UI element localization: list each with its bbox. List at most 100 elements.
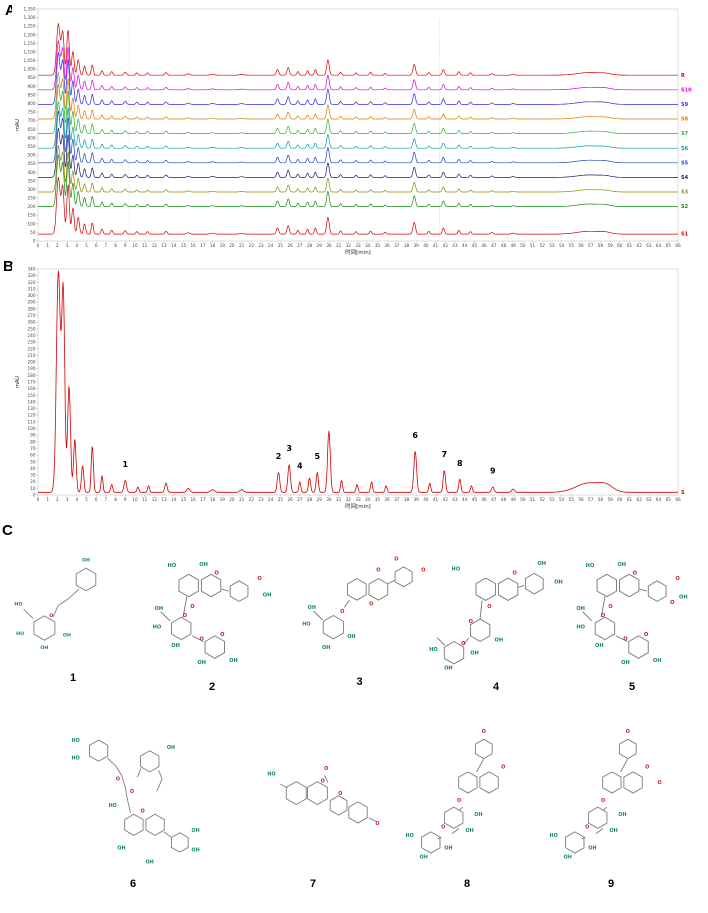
svg-text:OH: OH [322,645,330,651]
svg-text:500: 500 [28,153,36,158]
svg-text:53: 53 [549,497,555,502]
svg-text:1: 1 [122,460,128,469]
svg-text:OH: OH [466,828,474,834]
structure-5-label: 5 [628,681,636,693]
svg-text:O: O [369,602,373,608]
svg-text:46: 46 [481,497,487,502]
svg-text:24: 24 [268,497,274,502]
svg-text:56: 56 [578,243,584,248]
svg-text:330: 330 [28,273,36,278]
svg-text:49: 49 [510,497,516,502]
svg-text:OH: OH [554,580,563,586]
structure-4-drawing: OH OH HO O O O O HO OH OH OH [429,561,563,672]
svg-text:48: 48 [501,243,507,248]
structure-7-label: 7 [309,878,317,890]
svg-text:16: 16 [190,243,196,248]
structure-8-drawing: O O O O HO OH OH OH OH [406,729,506,860]
svg-text:O: O [461,641,466,647]
svg-text:28: 28 [307,243,313,248]
svg-text:120: 120 [28,413,36,418]
svg-text:OH: OH [444,846,452,852]
svg-text:OH: OH [618,812,626,818]
svg-text:25: 25 [278,497,284,502]
svg-text:26: 26 [287,243,293,248]
structure-9-label: 9 [607,878,615,890]
panel-b-chromatogram: 0 1 2 3 4 5 6 7 8 9 10 11 12 13 14 15 16 17 18 19 20 21 22 23 24… [12,264,704,516]
svg-text:HO: HO [109,803,117,809]
svg-text:22: 22 [249,497,255,502]
svg-text:63: 63 [646,243,652,248]
svg-text:O: O [421,567,425,573]
svg-text:5: 5 [85,243,88,248]
svg-text:OH: OH [229,658,238,664]
svg-text:1,200: 1,200 [24,32,36,37]
svg-text:43: 43 [452,243,458,248]
svg-text:S3: S3 [681,190,689,196]
svg-text:27: 27 [297,497,303,502]
svg-text:OH: OH [588,846,596,852]
svg-text:O: O [338,791,342,797]
svg-text:14: 14 [171,243,177,248]
svg-text:14: 14 [171,497,177,502]
svg-text:2: 2 [276,452,282,461]
svg-text:59: 59 [607,243,613,248]
svg-text:32: 32 [346,497,352,502]
svg-text:220: 220 [28,346,36,351]
svg-text:O: O [130,789,134,795]
svg-text:7: 7 [105,243,108,248]
svg-text:1,350: 1,350 [24,7,36,12]
svg-text:1,150: 1,150 [24,41,36,46]
svg-text:55: 55 [569,497,575,502]
svg-text:200: 200 [28,360,36,365]
svg-text:O: O [657,780,661,786]
svg-text:O: O [608,604,613,610]
svg-text:53: 53 [549,243,555,248]
svg-text:OH: OH [494,638,503,644]
svg-text:550: 550 [28,144,36,149]
svg-text:42: 42 [443,497,449,502]
svg-text:61: 61 [627,497,633,502]
svg-text:OH: OH [347,634,355,640]
svg-text:300: 300 [28,293,36,298]
panel-a-chromatograms: 0 1 2 3 4 5 6 7 8 9 10 11 12 13 14 15 16 17 18 19 20 21 22 23 24… [12,4,704,262]
svg-text:27: 27 [297,243,303,248]
svg-text:OH: OH [82,557,90,563]
svg-text:39: 39 [414,243,420,248]
svg-text:1,100: 1,100 [24,49,36,54]
svg-text:OH: OH [263,593,272,599]
svg-text:20: 20 [30,479,36,484]
svg-text:50: 50 [30,459,36,464]
svg-text:32: 32 [346,243,352,248]
svg-text:O: O [676,576,681,582]
svg-text:40: 40 [30,466,36,471]
svg-text:时间[min]: 时间[min] [345,502,371,510]
svg-text:190: 190 [28,366,36,371]
structure-2-cell: HO OH O OH O O O O O HO OH OH OH OH 2 [142,548,282,693]
svg-text:6: 6 [412,431,418,440]
svg-text:280: 280 [28,306,36,311]
svg-text:OH: OH [167,745,175,751]
svg-text:50: 50 [520,243,526,248]
svg-text:80: 80 [30,439,36,444]
svg-text:OH: OH [308,605,316,611]
svg-text:31: 31 [336,243,342,248]
svg-text:260: 260 [28,320,36,325]
svg-text:17: 17 [200,243,206,248]
svg-text:9: 9 [490,467,496,476]
svg-text:15: 15 [181,497,187,502]
svg-text:150: 150 [28,393,36,398]
svg-text:9: 9 [124,497,127,502]
svg-text:S: S [681,490,685,496]
svg-text:12: 12 [152,497,158,502]
svg-text:62: 62 [637,497,643,502]
svg-text:OH: OH [610,828,618,834]
svg-text:54: 54 [559,497,565,502]
svg-text:O: O [394,557,398,563]
structure-9-cell: O O O O O HO OH OH OH OH 9 [536,726,686,890]
structure-1-drawing: OH HO HO OH OH O [14,557,97,651]
svg-text:31: 31 [336,497,342,502]
svg-text:1,300: 1,300 [24,15,36,20]
svg-text:800: 800 [28,101,36,106]
